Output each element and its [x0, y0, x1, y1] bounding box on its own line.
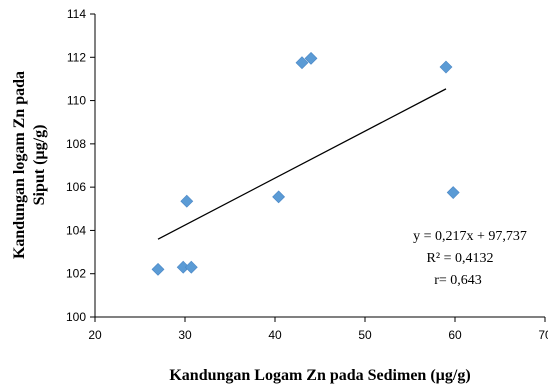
data-point	[184, 260, 198, 274]
x-tick-label: 20	[88, 328, 102, 342]
ticks: 100 102 104 106 108 110 112 114 20 30 40 50 60 70	[66, 7, 548, 342]
data-point	[304, 51, 318, 65]
x-tick-label: 60	[448, 328, 462, 342]
x-tick-label: 30	[178, 328, 192, 342]
data-point	[151, 262, 165, 276]
y-axis-title-line-1: Kandungan logam Zn pada	[11, 71, 28, 259]
axis-titles: Kandungan Logam Zn pada Sedimen (µg/g) K…	[11, 71, 471, 384]
data-point	[446, 186, 460, 199]
x-tick-label: 50	[358, 328, 372, 342]
y-tick-label: 114	[67, 7, 86, 21]
y-tick-label: 100	[66, 310, 86, 324]
y-tick-label: 102	[66, 267, 86, 281]
x-axis-title: Kandungan Logam Zn pada Sedimen (µg/g)	[169, 367, 470, 384]
data-point	[180, 194, 194, 208]
y-tick-label: 106	[66, 180, 86, 194]
data-point	[272, 190, 286, 204]
y-axis-title-line-2: Siput (µg/g)	[31, 125, 48, 206]
trendline-group	[157, 88, 447, 240]
regression-equation: y = 0,217x + 97,737	[413, 229, 527, 244]
y-tick-label: 110	[67, 94, 86, 108]
y-tick-label: 112	[67, 50, 86, 64]
axes	[94, 14, 545, 318]
r-squared-label: R² = 0,4132	[427, 251, 494, 266]
x-tick-label: 40	[268, 328, 282, 342]
y-tick-label: 108	[66, 137, 86, 151]
y-tick-label: 104	[66, 223, 86, 237]
data-point	[439, 60, 453, 74]
regression-annotations: y = 0,217x + 97,737 R² = 0,4132 r= 0,643	[413, 229, 527, 288]
x-tick-label: 70	[538, 328, 548, 342]
data-point	[295, 56, 309, 70]
data-points	[151, 51, 460, 276]
trendline	[157, 88, 447, 240]
correlation-label: r= 0,643	[434, 273, 482, 288]
